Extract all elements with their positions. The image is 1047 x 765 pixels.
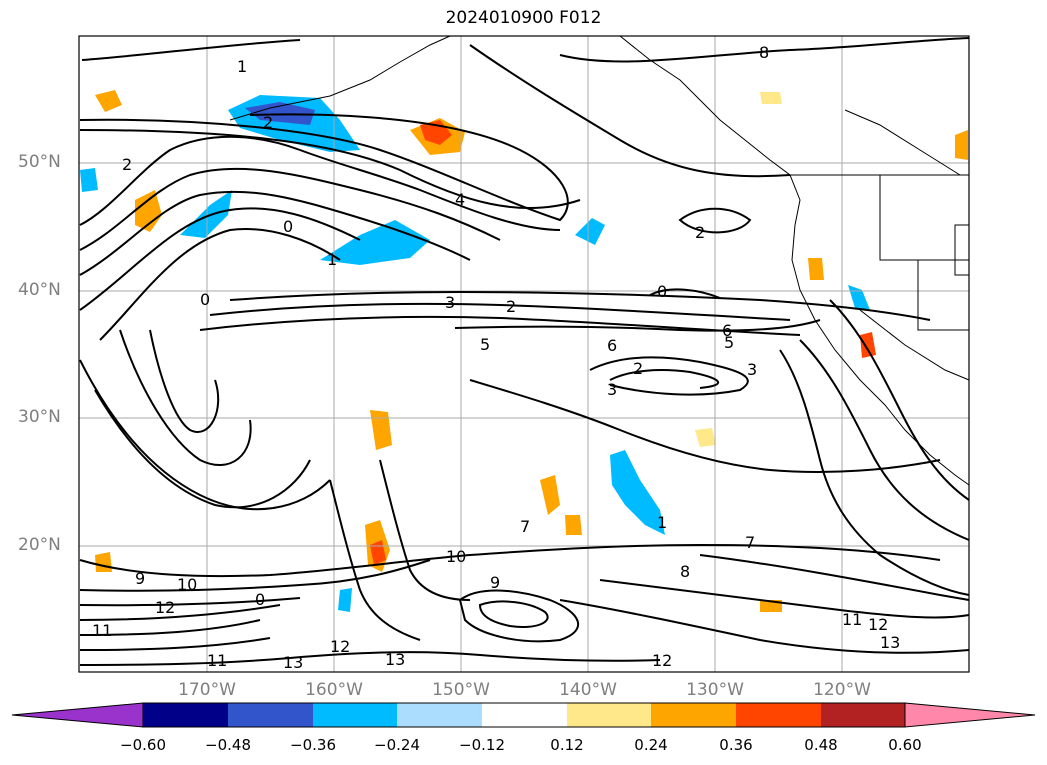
coastline	[229, 35, 970, 486]
contour-label: 9	[135, 569, 145, 588]
contour-label: 3	[445, 293, 455, 312]
contour-label: 5	[480, 335, 490, 354]
map-title: 2024010900 F012	[445, 8, 602, 28]
colorbar-extend-low	[11, 702, 144, 728]
lat-label-30n: 30°N	[18, 407, 61, 427]
contour-label: 2	[263, 113, 273, 132]
contour-label: 13	[880, 633, 900, 652]
map-frame	[78, 35, 970, 673]
contour-label: 5	[724, 333, 734, 352]
lon-label-120w: 120°W	[813, 680, 871, 700]
colorbar-segment	[228, 703, 313, 727]
colorbar-tick-label: 0.48	[804, 736, 838, 754]
lon-label-170w: 170°W	[178, 680, 236, 700]
colorbar-tick-label: −0.24	[374, 736, 420, 754]
contour-label: 8	[759, 43, 769, 62]
colorbar-segment	[651, 703, 736, 727]
contour-label: 2	[695, 223, 705, 242]
colorbar-frame	[142, 702, 906, 728]
lat-label-50n: 50°N	[18, 152, 61, 172]
colorbar-segment	[482, 703, 567, 727]
colorbar	[11, 702, 1036, 728]
colorbar-tick-label: 0.36	[719, 736, 753, 754]
contour-label: 7	[745, 533, 755, 552]
contour-label: 10	[177, 575, 197, 594]
colorbar-tick-label: 0.60	[888, 736, 922, 754]
contour-label: 3	[747, 360, 757, 379]
contour-label: 2	[122, 155, 132, 174]
lat-label-40n: 40°N	[18, 280, 61, 300]
contour-label: 11	[207, 651, 227, 670]
colorbar-segment	[821, 703, 905, 727]
contour-label: 10	[446, 547, 466, 566]
contour-label: 1	[327, 250, 337, 269]
colorbar-tick-label: −0.12	[459, 736, 505, 754]
lon-label-130w: 130°W	[686, 680, 744, 700]
colorbar-segment	[397, 703, 482, 727]
contour-label: 12	[652, 651, 672, 670]
contour-label: 7	[520, 517, 530, 536]
contour-label: 1	[657, 513, 667, 532]
contour-label: 6	[722, 321, 732, 340]
colorbar-tick-label: −0.48	[205, 736, 251, 754]
contour-label: 11	[92, 621, 112, 640]
contour-label: 0	[657, 282, 667, 301]
colorbar-segment	[736, 703, 821, 727]
contour-lines	[79, 37, 970, 666]
graticule	[79, 36, 969, 672]
contour-label: 12	[155, 598, 175, 617]
contour-labels: 1 2 2 0 4 1 0 2 3 5 6 2 3 7 8 9 10 12 11…	[92, 43, 900, 672]
contour-label: 13	[385, 650, 405, 669]
contour-label: 3	[607, 380, 617, 399]
contour-label: 13	[283, 653, 303, 672]
colorbar-tick-label: 0.12	[550, 736, 584, 754]
colorbar-tick-label: −0.36	[290, 736, 336, 754]
contour-label: 0	[283, 217, 293, 236]
contour-label: 9	[490, 573, 500, 592]
contour-label: 0	[200, 290, 210, 309]
contour-label: 0	[255, 590, 265, 609]
lon-label-160w: 160°W	[305, 680, 363, 700]
colorbar-extend-high	[904, 702, 1036, 728]
colorbar-segment	[313, 703, 397, 727]
lon-label-140w: 140°W	[559, 680, 617, 700]
contour-label: 8	[680, 562, 690, 581]
contour-label: 1	[237, 57, 247, 76]
colorbar-tick-label: −0.60	[120, 736, 166, 754]
colorbar-segment	[567, 703, 651, 727]
contour-label: 2	[506, 297, 516, 316]
contour-label: 4	[455, 190, 465, 209]
lat-label-20n: 20°N	[18, 535, 61, 555]
contour-label: 11	[842, 610, 862, 629]
contour-label: 2	[633, 359, 643, 378]
contour-label: 12	[330, 637, 350, 656]
contour-label: 6	[607, 336, 617, 355]
colorbar-segment	[143, 703, 228, 727]
lon-label-150w: 150°W	[432, 680, 490, 700]
contour-label: 12	[868, 615, 888, 634]
colorbar-tick-label: 0.24	[634, 736, 668, 754]
